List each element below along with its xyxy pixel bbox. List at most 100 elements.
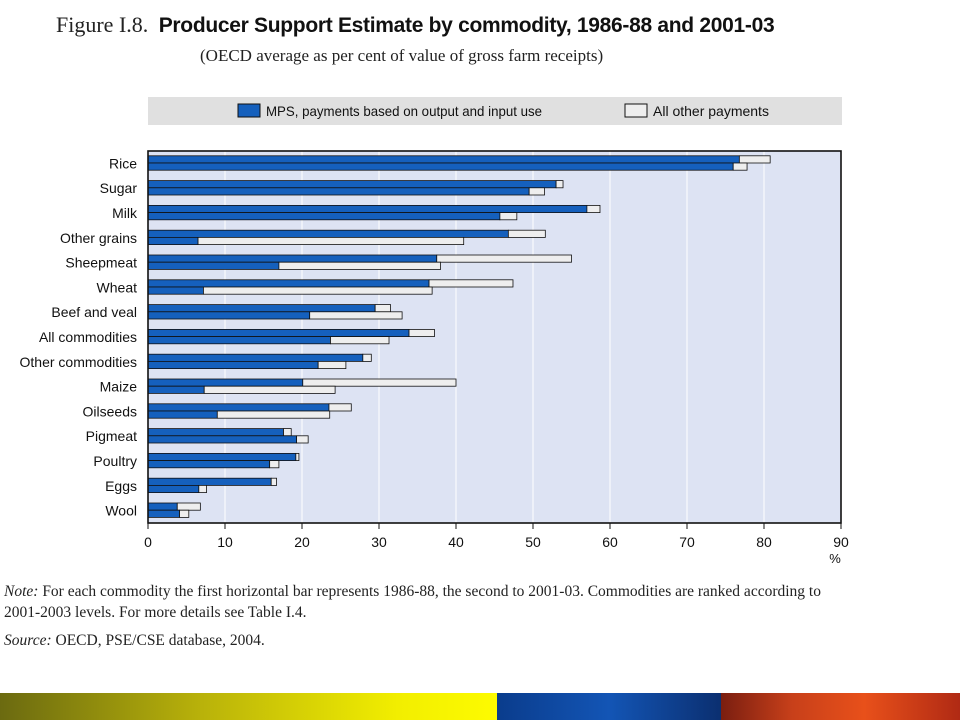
footer-red-segment <box>721 693 960 720</box>
bar-other-other-commodities-2001-03 <box>317 360 347 369</box>
bar-mps-all-commodities-1986-88 <box>147 328 410 337</box>
x-tick-label-40: 40 <box>448 534 464 550</box>
legend-background <box>148 97 842 125</box>
bar-mps-wheat-2001-03 <box>147 286 204 295</box>
bar-mps-sugar-2001-03 <box>147 187 530 196</box>
bar-other-maize-1986-88 <box>302 378 457 387</box>
bar-mps-maize-2001-03 <box>147 385 205 394</box>
bar-other-rice-1986-88 <box>738 155 771 164</box>
category-label-maize: Maize <box>100 379 138 395</box>
x-tick-label-50: 50 <box>525 534 541 550</box>
legend-swatch-other <box>624 103 648 118</box>
figure-title: Producer Support Estimate by commodity, … <box>158 14 775 37</box>
bar-other-eggs-2001-03 <box>198 484 207 493</box>
category-label-eggs: Eggs <box>105 478 137 494</box>
footer-yellow-segment <box>0 693 497 720</box>
bar-other-sheepmeat-2001-03 <box>278 261 441 270</box>
category-label-other-grains: Other grains <box>60 230 137 246</box>
bar-other-other-grains-2001-03 <box>197 236 465 245</box>
bar-other-pigmeat-1986-88 <box>283 428 292 437</box>
bar-mps-sugar-1986-88 <box>147 180 557 189</box>
bar-mps-milk-2001-03 <box>147 212 501 221</box>
bar-mps-wool-2001-03 <box>147 509 180 518</box>
bar-mps-poultry-1986-88 <box>147 452 297 461</box>
figure-number: Figure I.8. <box>56 12 149 37</box>
bar-mps-pigmeat-1986-88 <box>147 428 284 437</box>
bar-other-all-commodities-1986-88 <box>408 328 435 337</box>
bar-other-poultry-1986-88 <box>295 452 300 461</box>
bar-other-sheepmeat-1986-88 <box>436 254 572 263</box>
category-label-rice: Rice <box>109 155 137 171</box>
bar-mps-oilseeds-1986-88 <box>147 403 330 412</box>
bar-other-all-commodities-2001-03 <box>330 336 390 345</box>
bar-other-milk-1986-88 <box>586 204 601 213</box>
bar-other-poultry-2001-03 <box>269 460 280 469</box>
bar-other-sugar-2001-03 <box>528 187 545 196</box>
category-label-sugar: Sugar <box>100 180 138 196</box>
x-tick-label-90: 90 <box>833 534 849 550</box>
bar-mps-wheat-1986-88 <box>147 279 430 288</box>
bar-other-other-commodities-1986-88 <box>362 353 372 362</box>
figure-heading: Figure I.8. Producer Support Estimate by… <box>56 12 775 38</box>
category-label-sheepmeat: Sheepmeat <box>65 255 137 271</box>
bar-mps-other-grains-1986-88 <box>147 229 509 238</box>
bar-other-wheat-1986-88 <box>428 279 514 288</box>
bar-mps-pigmeat-2001-03 <box>147 435 298 444</box>
bar-mps-sheepmeat-1986-88 <box>147 254 438 263</box>
bar-mps-beef-and-veal-1986-88 <box>147 304 376 313</box>
legend: MPS, payments based on output and input … <box>148 97 842 125</box>
bar-other-milk-2001-03 <box>499 212 518 221</box>
bar-other-wool-2001-03 <box>179 509 190 518</box>
bar-other-pigmeat-2001-03 <box>296 435 309 444</box>
bar-mps-oilseeds-2001-03 <box>147 410 218 419</box>
bar-mps-poultry-2001-03 <box>147 460 271 469</box>
legend-label-mps: MPS, payments based on output and input … <box>266 103 542 119</box>
bar-mps-rice-2001-03 <box>147 162 734 171</box>
bar-mps-milk-1986-88 <box>147 204 588 213</box>
source-text: OECD, PSE/CSE database, 2004. <box>55 632 265 649</box>
note-label: Note: <box>4 583 39 600</box>
bar-other-maize-2001-03 <box>203 385 336 394</box>
bar-other-beef-and-veal-1986-88 <box>374 304 391 313</box>
x-tick-label-70: 70 <box>679 534 695 550</box>
bar-mps-other-grains-2001-03 <box>147 236 199 245</box>
bar-mps-eggs-1986-88 <box>147 477 272 486</box>
figure-source: Source: OECD, PSE/CSE database, 2004. <box>4 632 265 650</box>
category-label-oilseeds: Oilseeds <box>83 403 137 419</box>
plot-area: Rice Sugar Milk Other grains Sheepmeat Wheat B… <box>20 150 849 566</box>
bar-mps-maize-1986-88 <box>147 378 304 387</box>
x-tick-label-0: 0 <box>144 534 152 550</box>
bar-other-beef-and-veal-2001-03 <box>309 311 403 320</box>
bar-mps-other-commodities-1986-88 <box>147 353 364 362</box>
x-unit-label: % <box>829 551 841 566</box>
note-text: For each commodity the first horizontal … <box>4 583 821 621</box>
bar-other-other-grains-1986-88 <box>507 229 546 238</box>
figure-subtitle: (OECD average as per cent of value of gr… <box>200 46 604 65</box>
bar-other-wool-1986-88 <box>176 502 201 511</box>
x-tick-label-30: 30 <box>371 534 387 550</box>
bar-mps-sheepmeat-2001-03 <box>147 261 280 270</box>
category-label-all-commodities: All commodities <box>39 329 137 345</box>
footer-blue-segment <box>497 693 721 720</box>
bar-mps-eggs-2001-03 <box>147 484 200 493</box>
bar-other-sugar-1986-88 <box>555 180 564 189</box>
category-label-wheat: Wheat <box>97 279 138 295</box>
figure-note: Note: For each commodity the first horiz… <box>4 581 854 623</box>
bar-other-oilseeds-2001-03 <box>216 410 331 419</box>
category-label-other-commodities: Other commodities <box>20 354 137 370</box>
legend-label-other: All other payments <box>653 103 769 119</box>
category-label-beef-and-veal: Beef and veal <box>51 304 137 320</box>
plot-frame <box>147 150 842 524</box>
category-label-poultry: Poultry <box>93 453 137 469</box>
category-label-pigmeat: Pigmeat <box>86 428 137 444</box>
bar-mps-other-commodities-2001-03 <box>147 360 319 369</box>
source-label: Source: <box>4 632 52 649</box>
bar-other-wheat-2001-03 <box>203 286 433 295</box>
psi-bar-chart: MPS, payments based on output and input … <box>20 97 849 566</box>
x-tick-label-20: 20 <box>294 534 310 550</box>
x-tick-label-60: 60 <box>602 534 618 550</box>
bar-mps-wool-1986-88 <box>147 502 178 511</box>
bar-mps-all-commodities-2001-03 <box>147 336 331 345</box>
legend-swatch-mps <box>237 103 261 118</box>
category-label-wool: Wool <box>105 503 137 519</box>
